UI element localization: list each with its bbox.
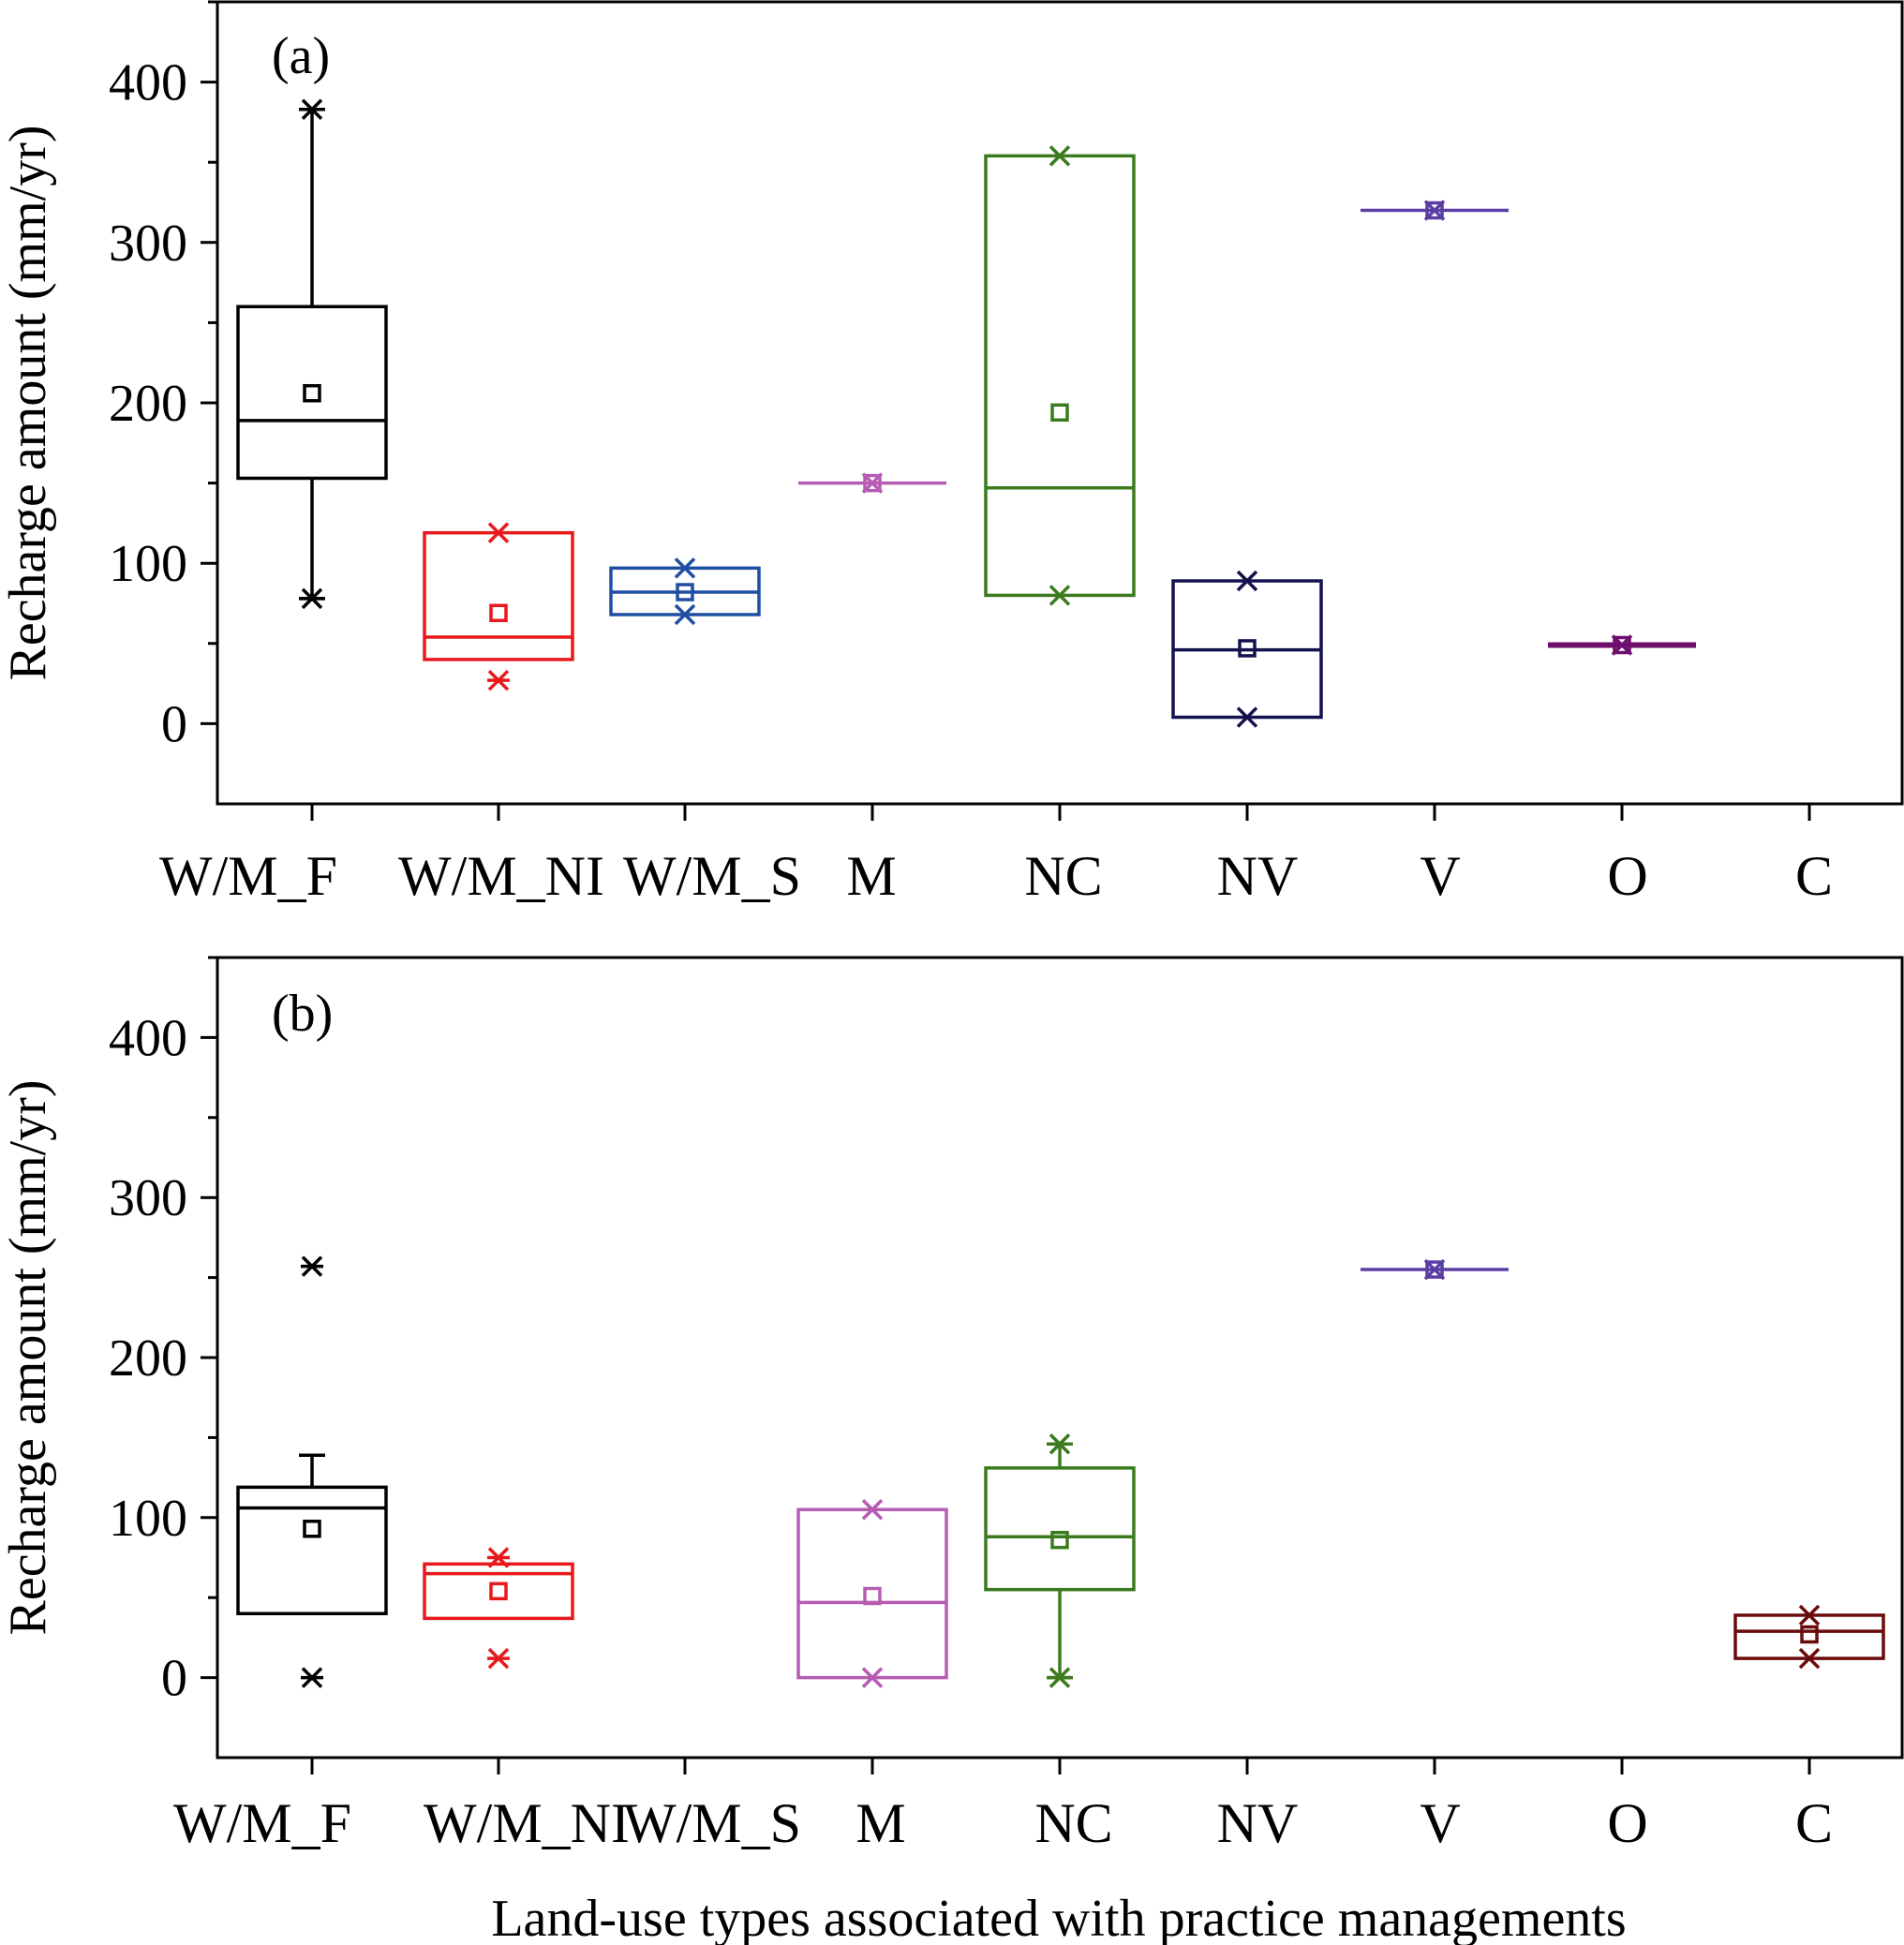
max-marker: [301, 98, 323, 120]
mean-marker: [863, 1586, 882, 1606]
x-tick-label: W/M_S: [623, 1792, 801, 1854]
mean-marker: [489, 1581, 508, 1601]
mean-marker: [863, 473, 882, 493]
plot-frame: [216, 0, 1904, 806]
max-marker: [1611, 634, 1633, 656]
mean-marker: [1050, 403, 1069, 423]
x-tick-label: NC: [1024, 845, 1102, 907]
mean-marker: [303, 383, 321, 403]
y-tick-label: 0: [161, 695, 187, 753]
box-nc: [984, 145, 1136, 606]
box-body: [984, 1466, 1136, 1592]
box-c: [1733, 1604, 1885, 1670]
box-body: [423, 530, 574, 661]
panel-a: 0 100 200 300 400 W/M_F W/M_NI W/M_S M NC NV V O C (a)…: [0, 0, 1904, 907]
x-tick-label: NC: [1034, 1792, 1112, 1854]
max-marker: [487, 1547, 510, 1568]
mean-marker: [1425, 1260, 1444, 1279]
x-tick-label: W/M_NI: [398, 845, 604, 907]
box-m: [796, 1499, 948, 1688]
y-tick-label: 200: [109, 1329, 187, 1388]
box-wmni: [423, 522, 574, 691]
box-body: [423, 1562, 574, 1621]
max-marker: [1049, 1433, 1071, 1455]
y-tick-label: 300: [109, 1169, 187, 1227]
min-marker: [1236, 706, 1258, 728]
box-v: [1361, 1258, 1509, 1281]
mean-marker: [1425, 200, 1444, 220]
min-marker: [301, 587, 323, 610]
x-tick-label: O: [1607, 845, 1647, 907]
x-tick-label: O: [1607, 1792, 1647, 1854]
box-m: [798, 472, 946, 494]
min-marker: [301, 1667, 323, 1688]
min-marker: [487, 1647, 510, 1670]
y-axis-title: Recharge amount (mm/yr): [0, 125, 57, 680]
y-tick-label: 400: [109, 1009, 187, 1067]
y-tick-label: 300: [109, 215, 187, 273]
box-wmf: [236, 1255, 388, 1688]
mean-marker: [1613, 635, 1631, 655]
max-marker: [1798, 1604, 1821, 1626]
y-tick-label: 100: [109, 1490, 187, 1548]
max-marker: [1423, 1258, 1446, 1281]
panel-label: (a): [272, 27, 330, 85]
box-wmni: [423, 1547, 574, 1670]
panel-label: (b): [272, 985, 333, 1043]
box-body: [236, 1485, 388, 1616]
mean-marker: [1800, 1625, 1819, 1644]
y-tick-label: 0: [161, 1650, 187, 1708]
max-marker: [301, 1255, 323, 1277]
mean-marker: [489, 603, 508, 623]
x-tick-label: C: [1795, 845, 1833, 907]
x-tick-label: V: [1420, 1792, 1460, 1854]
min-marker: [674, 603, 696, 626]
mean-marker: [1050, 1530, 1069, 1550]
max-marker: [1236, 570, 1258, 592]
x-tick-label: C: [1795, 1792, 1833, 1854]
mean-marker: [676, 583, 694, 601]
box-nv: [1171, 570, 1323, 728]
box-body: [796, 1507, 948, 1680]
panel-b: 0 100 200 300 400 W/M_F W/M_NIW/M_S M NC NV V O C (b)…: [0, 956, 1904, 1945]
max-marker: [674, 557, 696, 579]
min-marker: [1049, 1667, 1071, 1688]
min-marker: [1798, 1647, 1821, 1670]
x-tick-label: W/M_F: [173, 1792, 351, 1854]
mean-marker: [303, 1520, 321, 1538]
max-marker: [487, 522, 510, 543]
max-marker: [861, 472, 884, 494]
x-axis-title: Land-use types associated with practice …: [491, 1890, 1626, 1945]
box-v: [1361, 200, 1509, 221]
x-tick-label: V: [1420, 845, 1460, 907]
y-tick-label: 100: [109, 535, 187, 593]
box-o: [1548, 634, 1696, 656]
max-marker: [861, 1499, 884, 1521]
min-marker: [487, 669, 510, 691]
y-tick-label: 200: [109, 375, 187, 433]
x-tick-label: NV: [1217, 1792, 1299, 1854]
min-marker: [1049, 585, 1071, 606]
mean-marker: [1238, 639, 1257, 658]
box-body: [236, 304, 388, 481]
box-wms: [609, 557, 761, 626]
box-nc: [984, 1433, 1136, 1688]
max-marker: [1049, 145, 1071, 167]
x-tick-label: M: [855, 1792, 905, 1854]
x-tick-label: W/M_NI: [424, 1792, 630, 1854]
box-body: [984, 154, 1136, 598]
x-tick-label: M: [846, 845, 896, 907]
max-marker: [1423, 200, 1446, 221]
y-tick-label: 400: [109, 54, 187, 112]
x-tick-label: W/M_S: [623, 845, 801, 907]
box-body: [1733, 1613, 1885, 1660]
x-tick-label: W/M_F: [159, 845, 337, 907]
min-marker: [861, 1667, 884, 1688]
box-wmf: [236, 98, 388, 610]
y-axis-title: Recharge amount (mm/yr): [0, 1079, 57, 1635]
x-tick-label: NV: [1217, 845, 1299, 907]
